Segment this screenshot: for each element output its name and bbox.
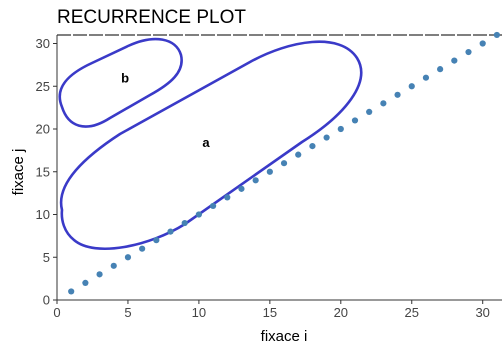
data-point (96, 271, 103, 278)
x-axis-label: fixace i (261, 328, 308, 345)
y-tick-label: 25 (36, 79, 50, 94)
data-point (68, 288, 75, 295)
recurrence-region-a (59, 40, 363, 251)
x-tick-label: 30 (475, 305, 489, 320)
y-tick-label: 0 (43, 293, 50, 308)
data-point (337, 125, 344, 133)
data-point (309, 143, 316, 150)
x-tick-label: 25 (405, 305, 419, 320)
data-point (280, 160, 288, 167)
x-axis-ticks: 0 5 10 15 20 25 30 (53, 300, 490, 320)
data-point (110, 262, 117, 269)
data-point (295, 151, 302, 158)
data-point (465, 48, 472, 56)
data-point (195, 211, 202, 218)
data-point (479, 40, 486, 47)
x-tick-label: 5 (124, 305, 131, 320)
y-tick-label: 20 (36, 122, 50, 137)
data-point (493, 31, 500, 39)
y-tick-label: 5 (43, 250, 50, 265)
x-tick-label: 0 (53, 305, 60, 320)
chart-title: RECURRENCE PLOT (57, 7, 246, 28)
data-point (224, 194, 231, 201)
data-point (209, 202, 217, 210)
y-tick-label: 15 (36, 164, 50, 179)
recurrence-region-b (58, 37, 183, 128)
data-point (167, 228, 174, 235)
region-a-label: a (202, 135, 210, 150)
region-b-label: b (121, 71, 129, 86)
recurrence-points (68, 31, 500, 295)
data-point (153, 237, 160, 244)
data-point (366, 108, 373, 115)
data-point (408, 83, 415, 90)
data-point (252, 177, 259, 184)
data-point (238, 185, 245, 192)
data-point (181, 219, 188, 227)
y-tick-label: 30 (36, 36, 50, 51)
data-point (394, 91, 401, 98)
data-point (380, 100, 387, 107)
data-point (139, 245, 146, 252)
data-point (451, 57, 458, 64)
data-point (351, 117, 359, 124)
data-point (437, 66, 444, 73)
data-point (266, 168, 273, 175)
x-tick-label: 20 (334, 305, 348, 320)
data-point (124, 254, 132, 261)
data-point (323, 134, 330, 141)
data-point (422, 74, 430, 81)
y-axis-ticks: 0 5 10 15 20 25 30 (36, 36, 57, 308)
x-tick-label: 10 (192, 305, 206, 320)
x-tick-label: 15 (263, 305, 277, 320)
data-point (82, 279, 89, 286)
y-tick-label: 10 (36, 207, 50, 222)
y-axis-label: fixace j (10, 149, 27, 196)
